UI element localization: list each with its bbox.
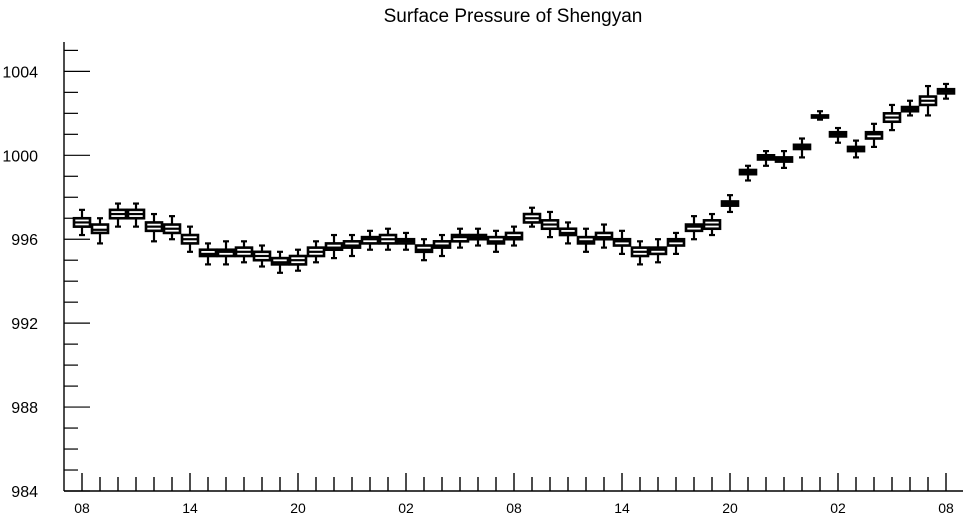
x-tick-label: 08 — [938, 500, 954, 516]
boxes — [72, 82, 956, 274]
box-item — [900, 99, 920, 117]
box-item — [252, 244, 272, 268]
box-item — [774, 150, 794, 169]
box-item — [162, 215, 182, 241]
box-item — [882, 103, 902, 132]
box-item — [324, 233, 344, 260]
box-item — [414, 238, 434, 262]
x-tick-label: 08 — [74, 500, 90, 516]
box-item — [720, 194, 740, 214]
box-item — [180, 225, 200, 253]
box-item — [522, 206, 542, 228]
box-item — [288, 248, 308, 272]
x-tick-label: 08 — [506, 500, 522, 516]
box-item — [594, 223, 614, 249]
box-item — [432, 233, 452, 258]
box-item — [702, 212, 722, 237]
x-tick-label: 02 — [398, 500, 414, 516]
box-item — [108, 202, 128, 228]
box-item — [360, 229, 380, 251]
y-tick-label: 984 — [11, 484, 38, 501]
box-item — [792, 137, 812, 159]
x-tick-label: 20 — [722, 500, 738, 516]
x-tick-label: 14 — [614, 500, 630, 516]
x-tick-label: 14 — [182, 500, 198, 516]
x-tick-label: 02 — [830, 500, 846, 516]
axes: 984 988 992 996 1000 1004 08 14 20 02 08 14 20 02 08 — [2, 42, 963, 516]
box-item — [828, 126, 848, 144]
y-tick-label: 1000 — [2, 148, 38, 165]
box-item — [918, 84, 938, 117]
box-item — [234, 240, 254, 264]
box-item — [468, 227, 488, 247]
box-item — [216, 240, 236, 266]
box-item — [864, 122, 884, 149]
y-tick-label: 1004 — [2, 64, 38, 81]
box-item — [342, 233, 362, 258]
box-item — [90, 217, 110, 245]
box-item — [72, 208, 92, 237]
box-item — [648, 238, 668, 264]
box-item — [612, 229, 632, 256]
box-item — [198, 242, 218, 266]
box-item — [504, 225, 524, 247]
box-item — [756, 150, 776, 167]
y-tick-label: 988 — [11, 400, 38, 417]
box-item — [540, 210, 560, 239]
box-item — [666, 231, 686, 256]
box-item — [810, 110, 830, 121]
box-item — [396, 231, 416, 251]
chart-title: Surface Pressure of Shengyan — [384, 6, 643, 27]
box-item — [936, 82, 956, 100]
y-tick-label: 992 — [11, 316, 38, 333]
box-item — [486, 229, 506, 253]
box-item — [144, 212, 164, 243]
box-item — [738, 164, 758, 182]
y-tick-label: 996 — [11, 232, 38, 249]
box-item — [378, 227, 398, 251]
box-item — [306, 240, 326, 264]
box-item — [846, 139, 866, 159]
box-item — [558, 221, 578, 245]
box-item — [270, 250, 290, 274]
box-item — [684, 215, 704, 241]
box-item — [450, 227, 470, 249]
box-item — [630, 240, 650, 266]
box-item — [126, 202, 146, 228]
x-tick-label: 20 — [290, 500, 306, 516]
box-item — [576, 227, 596, 253]
